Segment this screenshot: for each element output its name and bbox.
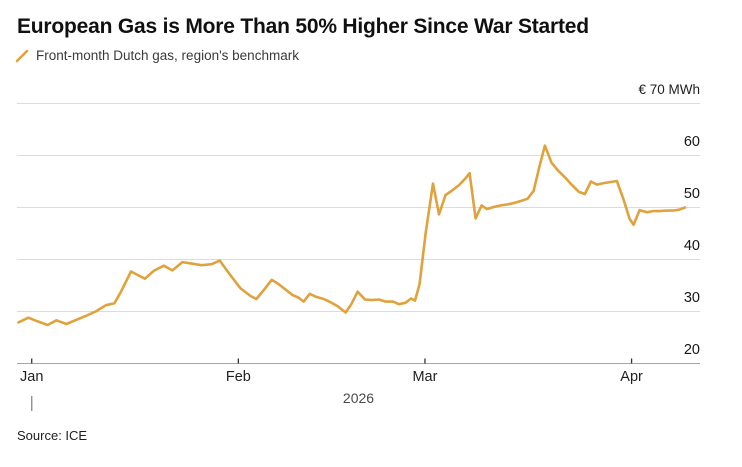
price-line: [17, 144, 687, 327]
y-axis-label-60: 60: [683, 133, 700, 150]
y-axis-label-50: 50: [683, 185, 700, 202]
y-axis-label-70: € 70 MWh: [638, 81, 700, 97]
x-axis-label-apr: Apr: [620, 369, 643, 385]
x-axis-label-feb: Feb: [225, 369, 251, 385]
chart-title: European Gas is More Than 50% Higher Sin…: [17, 15, 589, 38]
y-axis-label-30: 30: [683, 289, 700, 306]
x-axis-label-mar: Mar: [412, 369, 438, 385]
source-note: Source: ICE: [17, 428, 88, 443]
legend-line-swatch-icon: [15, 49, 29, 62]
y-axis-label-20: 20: [683, 341, 700, 358]
x-axis-label-jan: Jan: [20, 369, 44, 385]
legend-label: Front-month Dutch gas, region's benchmar…: [36, 48, 299, 63]
y-axis-label-40: 40: [683, 237, 700, 254]
x-axis-year-label: 2026: [342, 390, 375, 406]
legend: Front-month Dutch gas, region's benchmar…: [15, 48, 299, 63]
